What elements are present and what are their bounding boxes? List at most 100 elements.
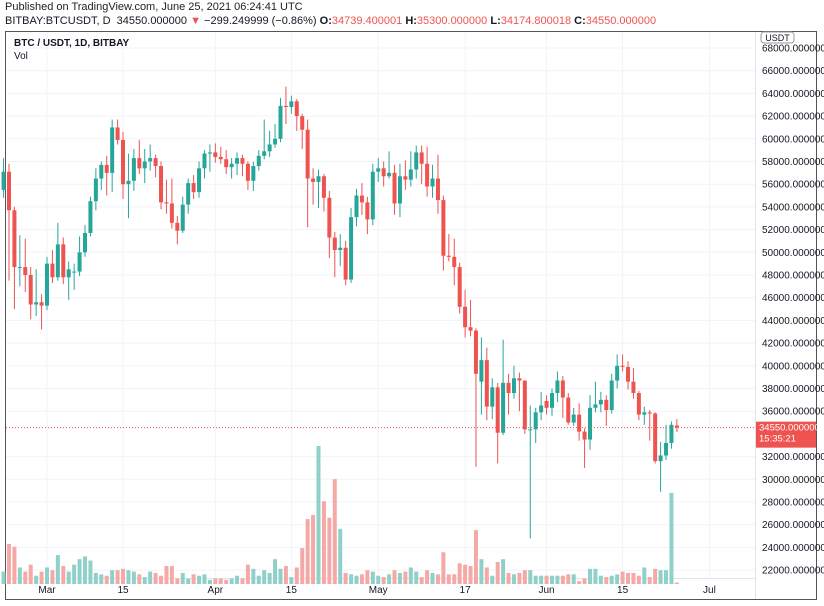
candle	[539, 391, 544, 421]
price-tick: 60000.000000	[762, 134, 824, 145]
price-tick: 30000.000000	[762, 475, 824, 486]
symbol-ohlc-line: BITBAY:BTCUSDT, D 34550.000000 ▼ −299.24…	[5, 15, 656, 27]
candle	[463, 289, 468, 338]
candle	[408, 151, 413, 187]
price-axis[interactable]: 68000.000000 66000.000000 64000.000000 6200…	[762, 44, 824, 577]
candle-body	[517, 378, 522, 381]
candle	[609, 373, 614, 414]
candle-body	[267, 144, 272, 152]
volume-bar	[653, 568, 658, 584]
candle-body	[104, 164, 109, 173]
volume-bar	[267, 572, 272, 584]
volume-bar	[528, 570, 533, 584]
volume-bar	[213, 578, 218, 584]
candle	[501, 339, 506, 436]
candle	[115, 119, 120, 145]
volume-bar	[609, 575, 614, 584]
candle-body	[294, 101, 299, 117]
candle	[28, 267, 33, 320]
candle	[148, 144, 153, 171]
candle-body	[560, 380, 565, 398]
candle-body	[549, 393, 554, 408]
candle-body	[197, 168, 202, 193]
candle	[484, 347, 489, 421]
candle	[615, 354, 620, 389]
volume-bar	[674, 582, 679, 584]
candle-body	[571, 414, 576, 423]
candle-body	[354, 195, 359, 218]
candle	[349, 208, 354, 283]
candle-body	[479, 360, 484, 382]
candle	[397, 163, 402, 218]
candle	[473, 328, 478, 467]
candle	[39, 294, 44, 330]
candle	[23, 238, 28, 293]
candle	[658, 441, 663, 492]
candle	[446, 234, 451, 262]
candle	[305, 119, 310, 228]
candle	[468, 299, 473, 337]
candle	[626, 361, 631, 390]
volume-bar	[240, 578, 245, 584]
candle-body	[99, 164, 104, 179]
volume-bar	[93, 572, 98, 584]
candle	[664, 424, 669, 461]
candle-body	[430, 178, 435, 187]
volume-bar	[343, 572, 348, 584]
candle	[110, 119, 115, 193]
candle-body	[457, 267, 462, 307]
candle-body	[262, 151, 267, 156]
volume-bar	[598, 575, 603, 584]
volume-bar	[289, 577, 294, 584]
candle-body	[17, 267, 22, 269]
candle	[403, 160, 408, 190]
volume-bar	[604, 577, 609, 584]
candle	[99, 161, 104, 190]
volume-bar	[72, 564, 77, 584]
candle-body	[131, 158, 136, 181]
candle	[224, 150, 229, 174]
volume-bar	[251, 568, 256, 584]
candle-body	[441, 200, 446, 256]
candle	[50, 250, 55, 283]
candle-body	[148, 158, 153, 162]
volume-bar	[387, 574, 392, 584]
volume-bar	[218, 578, 223, 584]
volume-bar	[66, 571, 71, 584]
price-tick: 24000.000000	[762, 543, 824, 554]
candle	[66, 261, 71, 300]
volume-bar	[77, 559, 82, 584]
candle	[121, 131, 126, 199]
volume-bar	[6, 543, 11, 584]
candle-body	[72, 271, 77, 273]
candle-body	[23, 267, 28, 275]
volume-bar	[414, 571, 419, 584]
candle-body	[251, 166, 256, 181]
currency-button[interactable]	[760, 31, 795, 44]
candle-body	[316, 176, 321, 182]
triangle-down-icon: ▼	[190, 15, 201, 27]
candle	[294, 99, 299, 131]
candle	[126, 153, 131, 219]
candles	[1, 86, 679, 539]
candle-body	[653, 413, 658, 462]
price-tick: 42000.000000	[762, 339, 824, 350]
candle	[218, 146, 223, 164]
price-tick: 62000.000000	[762, 112, 824, 123]
candle	[137, 139, 142, 174]
chart-title: BTC / USDT, 1D, BITBAY	[14, 38, 130, 49]
candle	[300, 113, 305, 150]
volume-bar	[577, 581, 582, 584]
time-axis[interactable]: Mar 15 Apr 15 May 17 Jun 15 Jul	[38, 585, 715, 596]
candle	[191, 175, 196, 199]
volume-bar	[566, 574, 571, 584]
candle	[604, 395, 609, 426]
candle	[88, 196, 93, 237]
volume-bar	[615, 574, 620, 584]
volume-bar	[169, 566, 174, 584]
candle	[636, 390, 641, 421]
candle	[359, 183, 364, 215]
volume-bar	[560, 575, 565, 584]
candle	[376, 158, 381, 182]
